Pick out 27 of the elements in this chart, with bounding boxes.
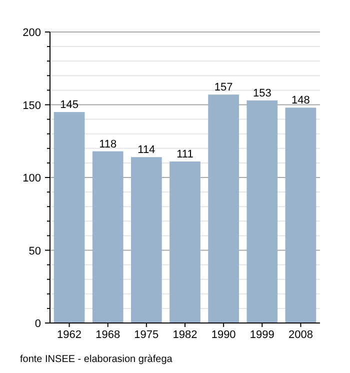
- y-tick-label: 100: [22, 172, 41, 184]
- data-label: 118: [99, 138, 117, 150]
- x-tick-label: 1990: [211, 329, 236, 341]
- x-tick-label: 1975: [134, 329, 159, 341]
- bar: [246, 100, 278, 323]
- data-label: 153: [252, 87, 272, 100]
- y-tick-label: 150: [22, 100, 41, 112]
- bar: [92, 151, 124, 323]
- data-label: 145: [60, 99, 78, 112]
- x-tick-label: 1962: [57, 329, 82, 341]
- bar: [208, 94, 239, 323]
- data-label: 114: [138, 144, 156, 156]
- bar: [170, 161, 200, 323]
- y-tick-label: 50: [28, 245, 41, 258]
- bar: [131, 157, 162, 323]
- x-tick-label: 1982: [172, 329, 198, 341]
- source-note: fonte INSEE - elaborasion gràfega: [20, 354, 173, 365]
- data-label: 148: [292, 94, 310, 107]
- x-tick-label: 1999: [250, 329, 274, 341]
- x-tick-label: 1968: [96, 329, 120, 341]
- x-tick-label: 2008: [288, 329, 313, 341]
- data-label: 157: [214, 82, 233, 94]
- y-tick-label: 0: [34, 318, 41, 330]
- bar: [54, 112, 85, 323]
- y-tick-label: 200: [22, 27, 41, 39]
- bar: [285, 108, 316, 323]
- data-label: 111: [176, 148, 194, 160]
